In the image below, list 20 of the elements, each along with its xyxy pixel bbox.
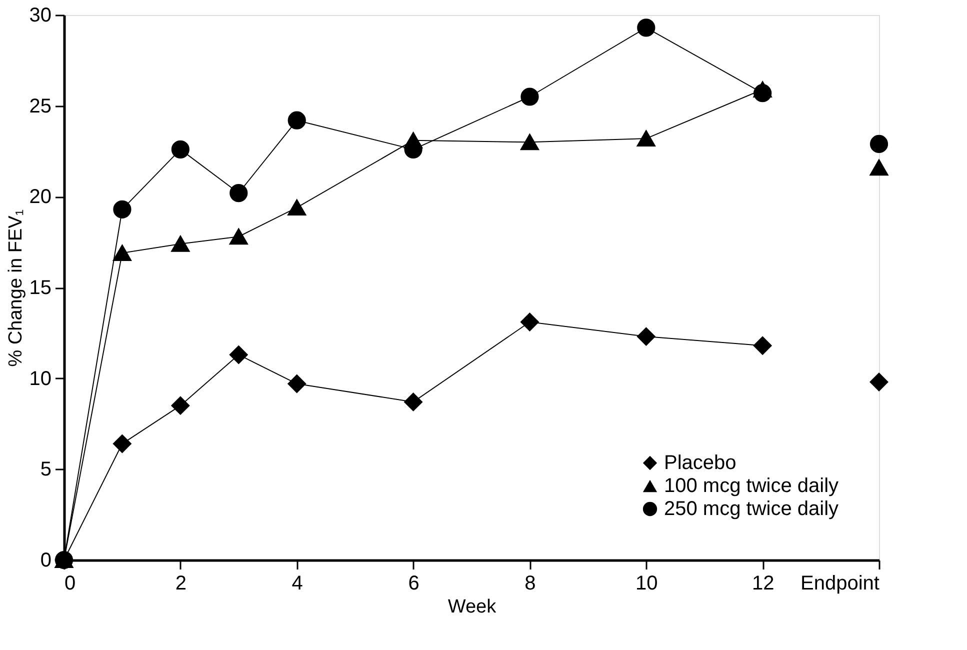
- x-tick-label: 8: [524, 572, 536, 594]
- x-tick-label: 4: [292, 572, 303, 594]
- legend-label: Placebo: [664, 452, 736, 474]
- y-tick-label: 15: [29, 277, 52, 299]
- y-tick-label: 5: [40, 458, 52, 481]
- x-tick-label: 6: [408, 572, 420, 594]
- legend-label: 250 mcg twice daily: [664, 498, 839, 520]
- x-axis-title: Week: [448, 596, 497, 618]
- x-tick-label: Endpoint: [800, 572, 880, 594]
- y-tick-label: 30: [29, 4, 52, 26]
- x-tick-label: 0: [64, 572, 76, 594]
- y-axis-title: % Change in FEV₁: [5, 209, 26, 367]
- y-tick-label: 20: [29, 186, 52, 208]
- x-tick-label: 2: [175, 572, 186, 594]
- y-tick-label: 25: [29, 95, 52, 118]
- x-tick-label: 12: [752, 572, 774, 594]
- y-tick-label: 0: [40, 550, 52, 572]
- x-tick-label: 10: [636, 572, 658, 594]
- y-tick-label: 10: [29, 368, 52, 390]
- legend-label: 100 mcg twice daily: [664, 475, 839, 497]
